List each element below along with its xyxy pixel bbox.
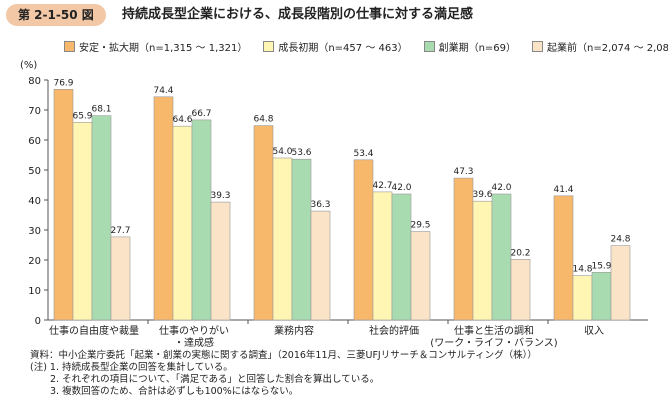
y-tick-label: 70 (28, 106, 41, 117)
legend-item: 創業期（n=69） (423, 39, 517, 54)
data-label: 15.9 (591, 261, 611, 271)
data-label: 66.7 (191, 109, 211, 119)
y-tick-label: 10 (28, 286, 41, 297)
bar (610, 245, 631, 321)
legend-label: 創業期（n=69） (438, 42, 517, 54)
bar (172, 125, 193, 321)
data-label: 39.3 (210, 191, 230, 201)
figure-title: 持続成長型企業における、成長段階別の仕事に対する満足感 (122, 7, 474, 22)
x-tick-label: 仕事のやりがい (159, 324, 229, 337)
y-tick-label: 60 (28, 136, 41, 147)
legend-swatch (263, 40, 275, 52)
source-note: 資料：中小企業庁委託「起業・創業の実態に関する調査」（2016年11月、三菱UF… (30, 350, 537, 361)
legend-swatch (423, 40, 435, 52)
bar (491, 193, 512, 321)
x-tick-label: 収入 (584, 325, 604, 337)
legend-label: 成長初期（n=457 ～ 463） (278, 42, 408, 54)
legend-item: 起業前（n=2,074 ～ 2,087） (532, 39, 668, 54)
legend-swatch (64, 40, 75, 52)
data-label: 20.2 (510, 248, 530, 258)
bar (410, 231, 431, 321)
data-label: 42.7 (372, 181, 392, 191)
bar (272, 157, 293, 321)
figure-number-badge: 第 2-1-50 図 (6, 4, 106, 26)
data-label: 36.3 (310, 200, 330, 210)
data-label: 76.9 (53, 78, 73, 88)
x-tick-label: ・達成感 (174, 336, 214, 349)
bar (53, 89, 74, 321)
bar (510, 259, 531, 321)
data-label: 53.4 (353, 149, 373, 159)
bar (153, 96, 174, 321)
bar (391, 193, 412, 321)
data-label: 64.6 (172, 115, 192, 125)
y-axis-label: (%) (20, 60, 37, 71)
bar (353, 159, 374, 321)
y-tick-label: 80 (28, 76, 41, 87)
data-label: 65.9 (72, 111, 92, 121)
x-tick-label: 仕事と生活の調和 (454, 324, 534, 337)
x-tick-label: 仕事の自由度や裁量 (49, 324, 139, 337)
bar (591, 271, 612, 321)
legend-label: 安定・拡大期（n=1,315 ～ 1,321） (79, 42, 248, 54)
data-label: 39.6 (472, 190, 492, 200)
note-3: 3. 複数回答のため、合計は必ずしも100%にはならない。 (50, 386, 299, 397)
data-label: 29.5 (410, 221, 430, 231)
legend-item: 安定・拡大期（n=1,315 ～ 1,321） (64, 39, 247, 54)
legend-item: 成長初期（n=457 ～ 463） (263, 39, 408, 54)
legend-label: 起業前（n=2,074 ～ 2,087） (547, 42, 668, 54)
data-label: 41.4 (553, 185, 573, 195)
y-tick-label: 50 (28, 166, 41, 177)
data-label: 68.1 (91, 105, 111, 115)
bar (72, 122, 93, 321)
note-1: (注) 1. 持続成長型企業の回答を集計している。 (30, 362, 233, 373)
bar (191, 119, 212, 321)
bar (210, 201, 231, 321)
note-2: 2. それぞれの項目について、「満足である」と回答した割合を算出している。 (50, 374, 380, 385)
bar (253, 125, 274, 321)
bar-chart: (%) 0 10 20 30 40 50 60 70 80 76.9 65.968.1 27.7 仕事の自… (20, 60, 648, 349)
chart-legend: 安定・拡大期（n=1,315 ～ 1,321） 成長初期（n=457 ～ 463）… (64, 38, 668, 54)
bar (291, 158, 312, 321)
bar (110, 236, 131, 321)
bar (553, 195, 574, 321)
bar (572, 275, 593, 321)
x-tick-label: (ワーク・ライフ・バランス) (430, 337, 558, 349)
bar (472, 200, 493, 321)
data-label: 42.0 (391, 183, 411, 193)
data-label: 53.6 (291, 148, 311, 158)
figure-header: 第 2-1-50 図 持続成長型企業における、成長段階別の仕事に対する満足感 (0, 0, 668, 30)
data-label: 14.8 (572, 265, 592, 275)
legend-swatch (532, 40, 544, 52)
y-tick-label: 40 (28, 196, 41, 207)
data-label: 54.0 (272, 147, 292, 157)
data-label: 27.7 (110, 226, 130, 236)
y-tick-label: 20 (28, 256, 41, 267)
bar (453, 177, 474, 321)
x-tick-label: 社会的評価 (369, 324, 419, 337)
bar (91, 115, 112, 321)
data-label: 24.8 (610, 235, 630, 245)
chart-notes: 資料：中小企業庁委託「起業・創業の実態に関する調査」（2016年11月、三菱UF… (30, 350, 537, 398)
y-tick-label: 30 (28, 226, 41, 237)
data-label: 74.4 (153, 86, 173, 96)
bar (372, 191, 393, 321)
data-label: 47.3 (453, 167, 473, 177)
bar (310, 210, 331, 321)
data-label: 42.0 (491, 183, 511, 193)
x-tick-label: 業務内容 (274, 324, 314, 337)
data-label: 64.8 (253, 115, 273, 125)
y-tick-label: 0 (35, 316, 41, 327)
